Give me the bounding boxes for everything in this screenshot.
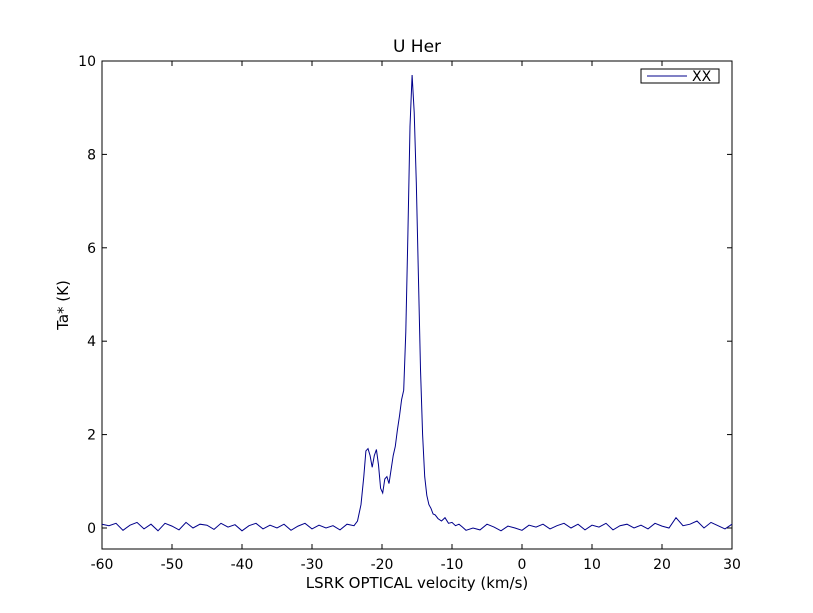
x-tick-label: -20 (371, 557, 394, 573)
y-tick-label: 2 (87, 428, 96, 444)
x-tick-label: -40 (231, 557, 254, 573)
y-tick-label: 6 (87, 241, 96, 257)
y-axis-ticks: 0 2 4 6 8 10 (78, 54, 732, 537)
series-line-xx (101, 74, 733, 532)
x-tick-label: 20 (653, 557, 671, 573)
x-tick-label: 10 (583, 557, 601, 573)
legend: XX (640, 68, 720, 85)
x-axis-ticks: -60 -50 -40 -30 -20 -10 0 10 20 30 (91, 61, 741, 573)
plot-frame (101, 60, 733, 550)
chart-title: U Her (393, 37, 441, 57)
y-tick-label: 4 (87, 334, 96, 350)
x-tick-label: -50 (161, 557, 184, 573)
y-tick-label: 0 (87, 521, 96, 537)
x-tick-label: 0 (518, 557, 527, 573)
legend-label-xx: XX (692, 69, 712, 85)
y-tick-label: 10 (78, 54, 96, 70)
y-axis-label: Ta* (K) (54, 280, 72, 331)
x-tick-label: 30 (723, 557, 741, 573)
x-tick-label: -60 (91, 557, 114, 573)
y-tick-label: 8 (87, 147, 96, 163)
x-axis-label: LSRK OPTICAL velocity (km/s) (306, 574, 528, 592)
x-tick-label: -30 (301, 557, 324, 573)
x-tick-label: -10 (441, 557, 464, 573)
